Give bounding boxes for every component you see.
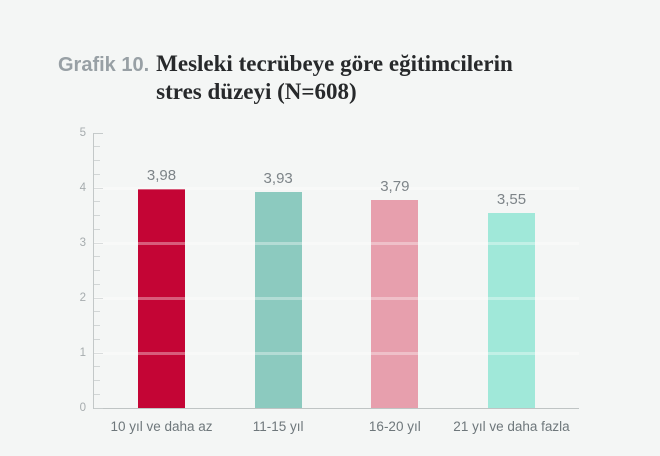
y-axis-minor-tick [94, 215, 100, 216]
chart-title-line-1: Mesleki tecrübeye göre eğitimcilerin [156, 51, 513, 76]
bar [138, 189, 185, 408]
y-axis-tick-label: 2 [79, 292, 86, 304]
y-axis-minor-tick [94, 201, 100, 203]
bar-value-label: 3,98 [146, 167, 177, 185]
y-axis-minor-tick [94, 366, 100, 368]
y-axis-major-tick [94, 352, 103, 354]
x-axis-category-label: 16-20 yıl [368, 419, 421, 434]
bar-group: 3,98 10 yıl ve daha az [110, 133, 212, 434]
y-axis-tick-label: 5 [79, 127, 86, 139]
bar-group: 3,79 16-20 yıl [369, 133, 421, 434]
bar-value-label: 3,79 [380, 177, 410, 195]
y-axis-tick-label: 3 [79, 237, 86, 249]
plot-area: 3,98 10 yıl ve daha az 3,93 11-15 yıl 3,79 16… [80, 127, 579, 434]
y-axis-minor-tick [94, 338, 100, 340]
y-axis-minor-tick [94, 311, 100, 313]
bar-series: 3,98 10 yıl ve daha az 3,93 11-15 yıl 3,79 16… [94, 133, 579, 434]
y-axis-minor-tick [94, 173, 100, 175]
y-axis-minor-tick [94, 380, 100, 381]
bar-group: 3,93 11-15 yıl [253, 133, 304, 434]
chart-title-line-2: stres düzeyi (N=608) [156, 79, 357, 105]
x-axis-category-label: 10 yıl ve daha az [110, 419, 213, 434]
y-axis-minor-tick [94, 393, 100, 395]
y-axis-major-tick [94, 132, 103, 134]
y-axis-minor-tick [94, 283, 100, 285]
y-axis-minor-tick [94, 256, 100, 258]
bar [254, 191, 302, 408]
chart-title: Mesleki tecrübeye göre eğitimcilerin str… [156, 50, 513, 106]
y-axis-major-tick [94, 242, 103, 244]
y-axis-tick-label: 1 [79, 347, 86, 359]
y-axis-major-tick [94, 297, 103, 299]
figure-number-label: Grafik 10. [58, 54, 150, 76]
y-axis-major-tick [94, 187, 103, 189]
y-axis-major-tick [94, 407, 103, 409]
title-row: Grafik 10. Mesleki tecrübeye göre eğitim… [58, 50, 513, 106]
y-axis-minor-tick [94, 270, 100, 271]
y-axis-minor-tick [94, 325, 100, 326]
bar [371, 199, 419, 408]
x-axis-category-label: 11-15 yıl [252, 419, 304, 434]
y-axis-tick-label: 0 [79, 402, 86, 414]
y-axis-minor-tick [94, 160, 100, 161]
bar-value-label: 3,93 [263, 169, 293, 187]
x-axis-category-label: 21 yıl ve daha fazla [453, 419, 570, 434]
bar [487, 212, 535, 408]
y-axis-minor-tick [94, 146, 100, 148]
bar-group: 3,55 21 yıl ve daha fazla [453, 133, 569, 434]
y-axis-minor-tick [94, 228, 100, 230]
bar-value-label: 3,55 [496, 190, 527, 208]
y-axis-tick-label: 4 [79, 182, 86, 194]
